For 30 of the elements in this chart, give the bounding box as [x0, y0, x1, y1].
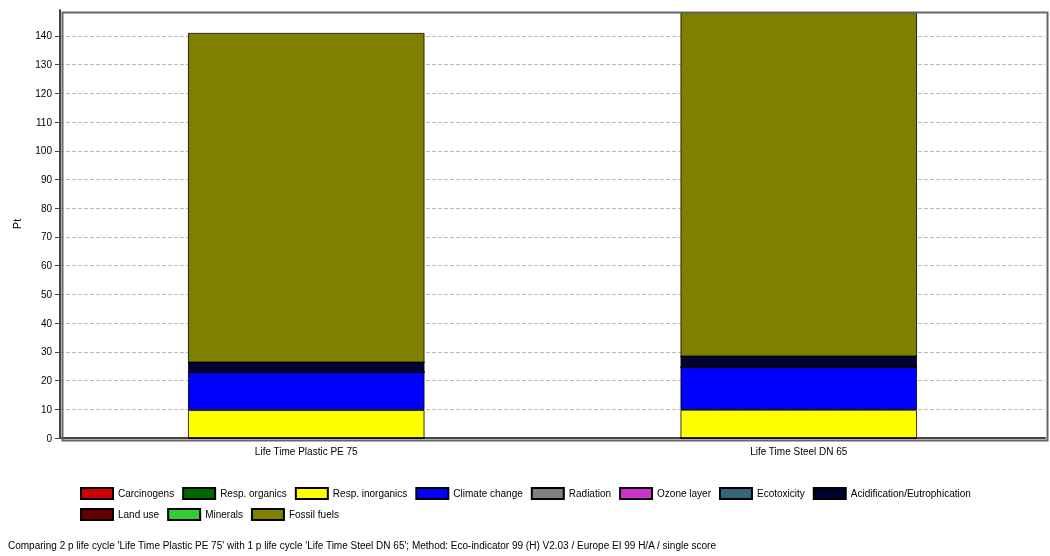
y-tick-label: 10: [40, 403, 53, 415]
y-axis-title: Pt: [10, 218, 23, 230]
legend-label: Ecotoxicity: [756, 488, 805, 499]
legend-label: Ozone layer: [657, 488, 712, 499]
y-tick-label: 30: [40, 346, 53, 358]
y-tick-label: 20: [40, 375, 53, 387]
legend-label: Resp. inorganics: [332, 488, 408, 499]
y-tick-label: 100: [35, 145, 53, 157]
y-tick-label: 140: [35, 30, 53, 42]
y-tick-label: 70: [40, 231, 53, 243]
legend-label: Radiation: [568, 488, 612, 499]
legend-label: Resp. organics: [220, 488, 287, 499]
legend-label: Acidification/Eutrophication: [850, 488, 971, 499]
legend-label: Climate change: [453, 488, 524, 499]
y-tick-label: 90: [40, 173, 53, 185]
y-tick-label: 40: [40, 317, 53, 329]
y-tick-label: 50: [40, 288, 53, 300]
y-tick-label: 130: [35, 59, 53, 71]
legend-label: Land use: [118, 509, 160, 520]
x-tick-label: Life Time Steel DN 65: [750, 445, 848, 457]
y-tick-label: 60: [40, 260, 53, 272]
text: Comparing 2 p life cycle 'Life Time Plastic PE 75' with 1 p life cycle 'Life Time Steel DN 65'; Method: Eco-indicator 99 (H) V2.03 / Europe EI 99 H/A / single score: [8, 539, 717, 551]
legend-label: Fossil fuels: [288, 509, 339, 520]
legend-label: Carcinogens: [118, 488, 175, 499]
y-tick-label: 80: [40, 202, 53, 214]
y-tick-label: 0: [46, 432, 53, 444]
legend-label: Minerals: [205, 509, 243, 520]
y-tick-label: 120: [35, 87, 53, 99]
y-tick-label: 110: [36, 116, 53, 128]
x-tick-label: Life Time Plastic PE 75: [254, 445, 359, 457]
